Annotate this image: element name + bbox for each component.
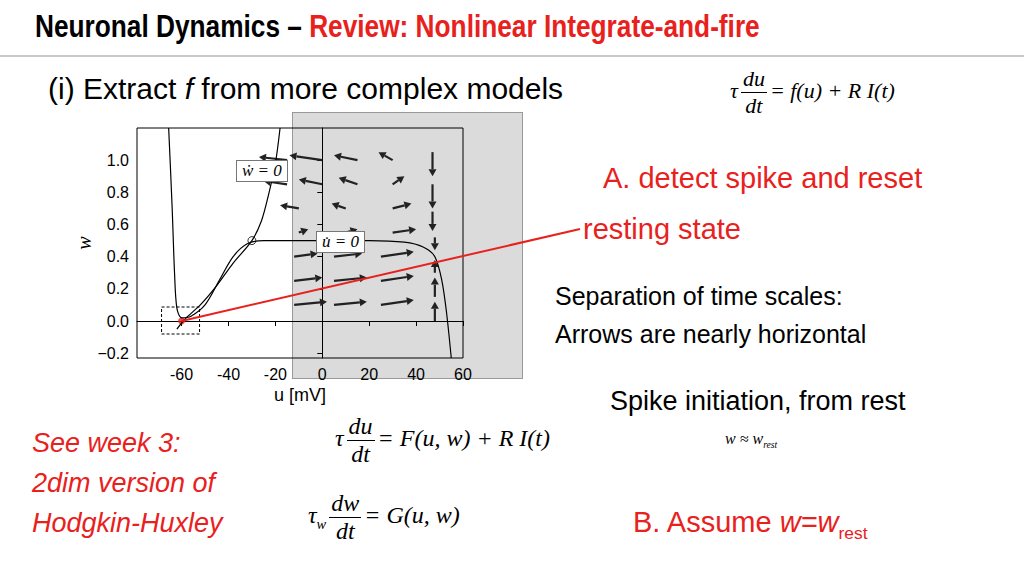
svg-text:60: 60 xyxy=(454,366,472,383)
html-text:Separation of time scales:: Separation of time scales: xyxy=(555,282,843,310)
svg-text:0: 0 xyxy=(318,366,327,383)
html-text:= F(u, w) + R I(t): = F(u, w) + R I(t) xyxy=(377,425,550,451)
html-text:dw: dw xyxy=(331,490,360,516)
svg-text:-60: -60 xyxy=(170,366,193,383)
html-text:dt: dt xyxy=(745,93,763,118)
svg-text:20: 20 xyxy=(360,366,378,383)
html-text:u̇ = 0: u̇ = 0 xyxy=(322,232,359,251)
svg-text:0.4: 0.4 xyxy=(107,248,129,265)
html-text:Neuronal Dynamics – Review: No: Neuronal Dynamics – Review: Nonlinear In… xyxy=(35,8,760,44)
html-text:Spike initiation, from rest: Spike initiation, from rest xyxy=(610,386,906,416)
html-text:w ≈ wrest: w ≈ wrest xyxy=(725,430,778,451)
html-text:dt: dt xyxy=(335,518,355,544)
html-text:resting state: resting state xyxy=(583,213,741,245)
svg-text:40: 40 xyxy=(407,366,425,383)
html-text:= G(u, w): = G(u, w) xyxy=(364,502,460,528)
html-text:τ du: τ du xyxy=(730,66,765,103)
html-text:dt: dt xyxy=(351,441,370,467)
svg-text:0.2: 0.2 xyxy=(107,280,129,297)
html-text:B. Assume w=wrest: B. Assume w=wrest xyxy=(633,506,868,543)
svg-text:−0.2: −0.2 xyxy=(97,345,129,362)
html-text:See week 3:: See week 3: xyxy=(32,428,181,458)
html-text:Hodgkin-Huxley: Hodgkin-Huxley xyxy=(32,508,223,538)
html-text:2dim version of: 2dim version of xyxy=(32,468,216,498)
html-text:τw: τw xyxy=(308,502,327,532)
html-text:(i) Extract f from more comple: (i) Extract f from more complex models xyxy=(48,72,564,105)
svg-text:-20: -20 xyxy=(264,366,287,383)
svg-text:0.0: 0.0 xyxy=(107,313,129,330)
svg-text:-40: -40 xyxy=(217,366,240,383)
svg-text:u [mV]: u [mV] xyxy=(274,385,326,405)
html-text:τ du: τ du xyxy=(335,413,373,451)
svg-text:1.0: 1.0 xyxy=(107,152,129,169)
svg-text:w: w xyxy=(73,236,95,250)
svg-text:0.6: 0.6 xyxy=(107,216,129,233)
html-text:Arrows are nearly horizontal: Arrows are nearly horizontal xyxy=(555,320,867,348)
html-text:= f(u) + R I(t): = f(u) + R I(t) xyxy=(769,77,895,103)
html-text:ẇ = 0: ẇ = 0 xyxy=(242,161,282,180)
svg-text:0.8: 0.8 xyxy=(107,184,129,201)
html-text:A. detect spike and reset: A. detect spike and reset xyxy=(603,162,923,194)
